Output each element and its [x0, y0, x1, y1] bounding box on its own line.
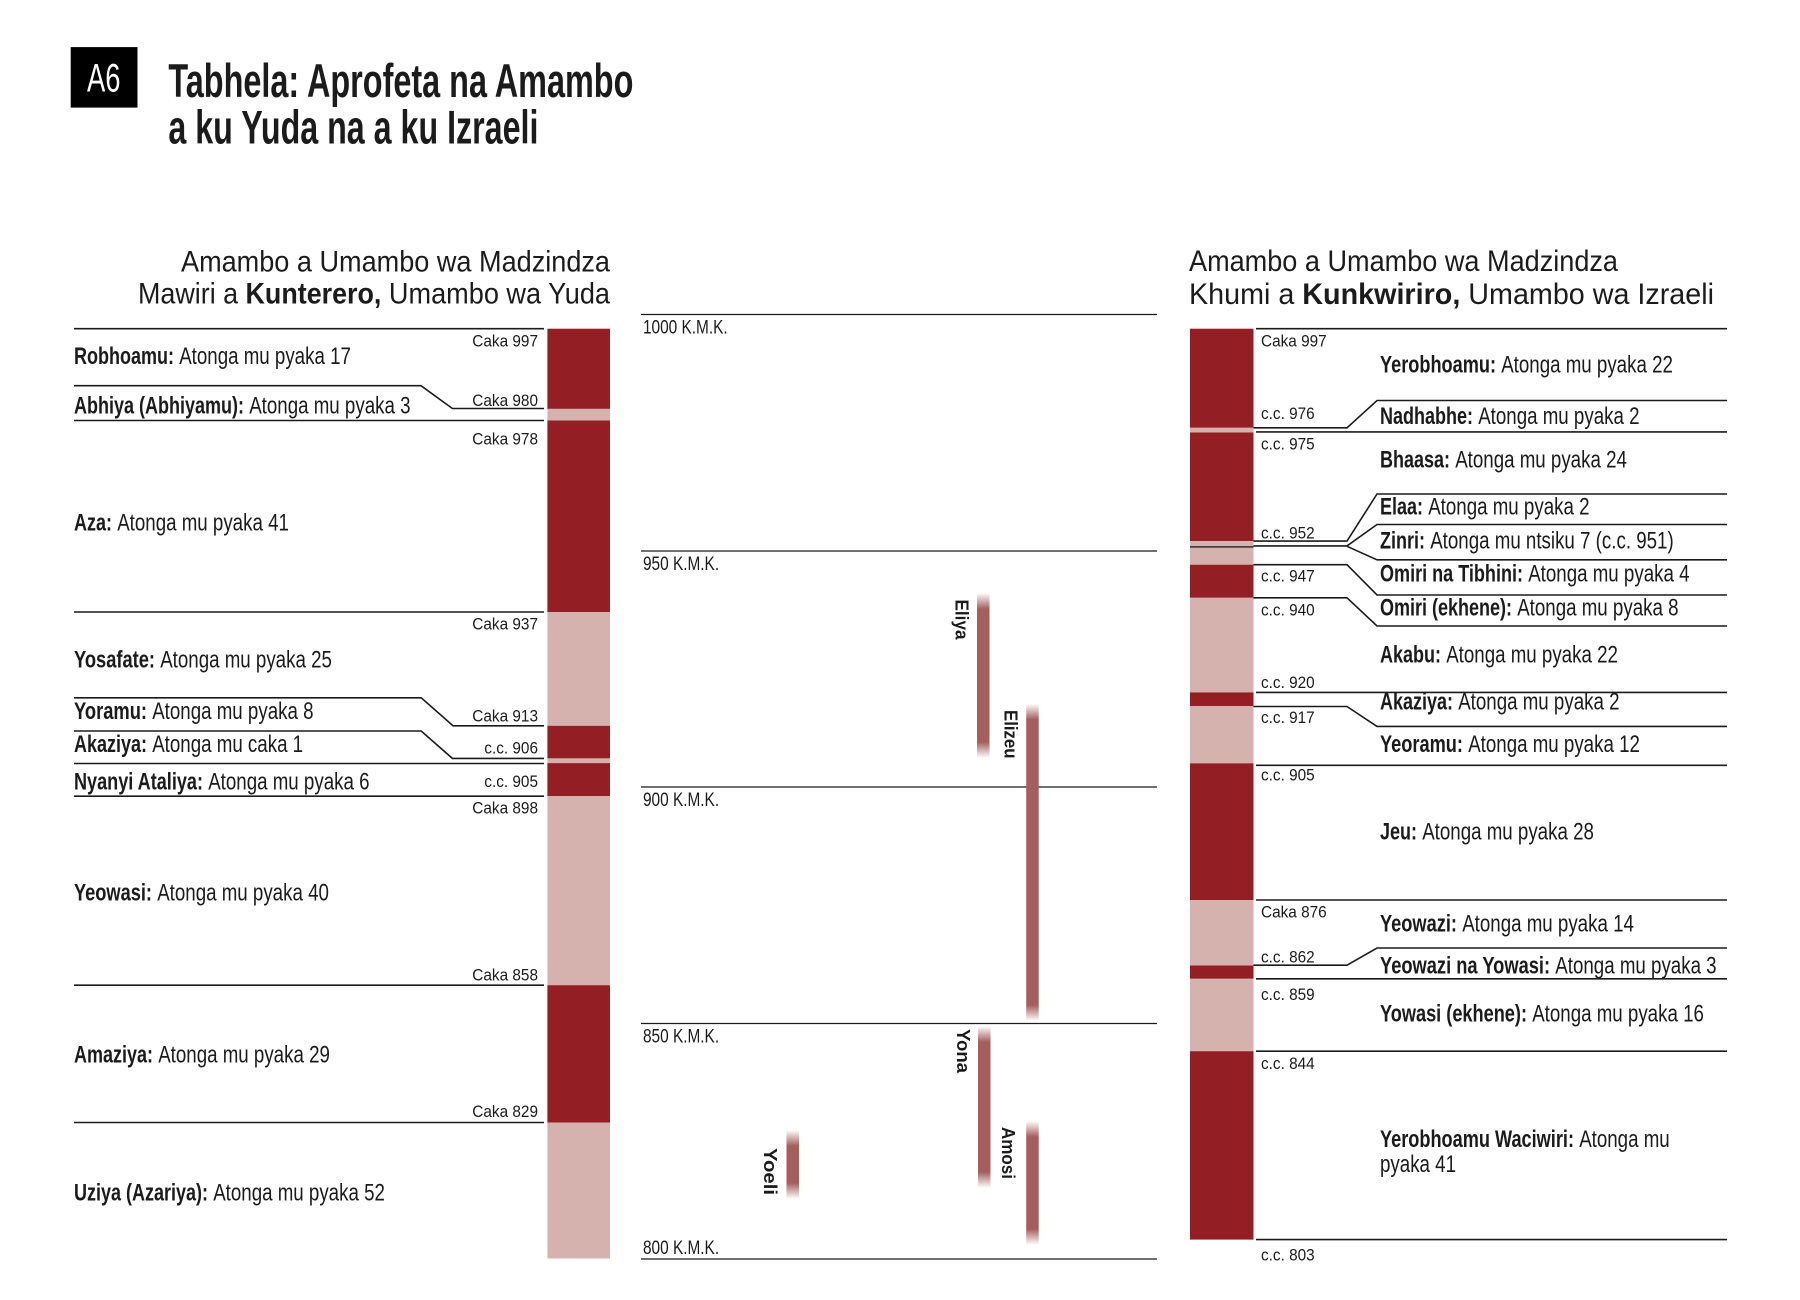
svg-text:Atonga mu pyaka 12: Atonga mu pyaka 12	[1468, 731, 1640, 758]
svg-text:Kunkwiriro,: Kunkwiriro,	[1302, 278, 1460, 311]
svg-text:Eliya: Eliya	[952, 600, 972, 641]
svg-text:Atonga mu pyaka 2: Atonga mu pyaka 2	[1428, 494, 1589, 521]
svg-text:c.c. 905: c.c. 905	[484, 773, 538, 791]
svg-text:Atonga mu pyaka 8: Atonga mu pyaka 8	[1517, 595, 1678, 622]
svg-text:950 K.M.K.: 950 K.M.K.	[643, 554, 719, 575]
svg-text:Abhiya (Abhiyamu):: Abhiya (Abhiyamu):	[74, 393, 244, 420]
svg-text:Elizeu: Elizeu	[1000, 710, 1020, 759]
svg-text:a ku Yuda na a ku Izraeli: a ku Yuda na a ku Izraeli	[168, 101, 538, 154]
svg-text:Nyanyi Ataliya:: Nyanyi Ataliya:	[74, 769, 203, 796]
svg-text:Akaziya:: Akaziya:	[1380, 689, 1453, 716]
svg-text:Yowasi (ekhene):: Yowasi (ekhene):	[1380, 1001, 1527, 1028]
svg-text:Caka 876: Caka 876	[1261, 904, 1327, 922]
svg-text:Atonga mu pyaka 22: Atonga mu pyaka 22	[1446, 642, 1618, 669]
svg-text:c.c. 975: c.c. 975	[1261, 436, 1315, 454]
svg-text:Atonga mu pyaka 29: Atonga mu pyaka 29	[158, 1042, 330, 1069]
svg-text:Umambo wa Yuda: Umambo wa Yuda	[389, 277, 610, 310]
svg-text:Atonga mu pyaka 2: Atonga mu pyaka 2	[1458, 689, 1619, 716]
svg-text:Atonga mu caka 1: Atonga mu caka 1	[152, 731, 303, 758]
svg-text:Yeowazi:: Yeowazi:	[1380, 911, 1457, 938]
svg-text:Amosi: Amosi	[998, 1127, 1018, 1179]
svg-text:900 K.M.K.: 900 K.M.K.	[643, 790, 719, 811]
svg-text:Atonga mu pyaka 4: Atonga mu pyaka 4	[1528, 561, 1689, 588]
svg-text:Omiri (ekhene):: Omiri (ekhene):	[1380, 595, 1512, 622]
svg-text:Caka 937: Caka 937	[472, 616, 538, 634]
svg-text:Caka 858: Caka 858	[472, 967, 538, 985]
svg-text:1000 K.M.K.: 1000 K.M.K.	[643, 318, 728, 339]
svg-text:Atonga mu pyaka 52: Atonga mu pyaka 52	[213, 1180, 385, 1207]
svg-text:Caka 980: Caka 980	[472, 392, 538, 410]
svg-text:c.c. 844: c.c. 844	[1261, 1055, 1315, 1073]
svg-text:Yerobhoamu Waciwiri:: Yerobhoamu Waciwiri:	[1380, 1126, 1574, 1153]
svg-text:Caka 997: Caka 997	[1261, 333, 1327, 351]
svg-text:Tabhela: Aprofeta na Amambo: Tabhela: Aprofeta na Amambo	[168, 54, 633, 107]
svg-text:Umambo wa Izraeli: Umambo wa Izraeli	[1468, 278, 1714, 311]
svg-text:c.c. 862: c.c. 862	[1261, 949, 1315, 967]
svg-text:Atonga mu pyaka 40: Atonga mu pyaka 40	[157, 880, 329, 907]
svg-text:Caka 829: Caka 829	[472, 1103, 538, 1121]
svg-text:A6: A6	[87, 57, 121, 101]
svg-text:Amambo a Umambo wa Madzindza: Amambo a Umambo wa Madzindza	[1189, 245, 1618, 278]
svg-text:Amaziya:: Amaziya:	[74, 1042, 153, 1069]
svg-text:c.c. 803: c.c. 803	[1261, 1247, 1315, 1265]
svg-text:850 K.M.K.: 850 K.M.K.	[643, 1027, 719, 1048]
svg-text:c.c. 920: c.c. 920	[1261, 674, 1315, 692]
svg-text:Yeowasi:: Yeowasi:	[74, 880, 152, 907]
svg-text:pyaka 41: pyaka 41	[1380, 1151, 1456, 1178]
svg-text:Caka 898: Caka 898	[472, 800, 538, 818]
svg-text:Atonga mu ntsiku 7 (c.c. 951): Atonga mu ntsiku 7 (c.c. 951)	[1430, 528, 1674, 555]
svg-text:c.c. 906: c.c. 906	[484, 739, 538, 757]
svg-text:Atonga mu pyaka 25: Atonga mu pyaka 25	[160, 647, 332, 674]
svg-text:c.c. 940: c.c. 940	[1261, 601, 1315, 619]
svg-text:Aza:: Aza:	[74, 510, 112, 537]
svg-text:Khumi a: Khumi a	[1189, 278, 1295, 311]
svg-text:Elaa:: Elaa:	[1380, 494, 1423, 521]
svg-text:Atonga mu pyaka 6: Atonga mu pyaka 6	[208, 769, 369, 796]
svg-text:Caka 997: Caka 997	[472, 333, 538, 351]
svg-text:Atonga mu pyaka 14: Atonga mu pyaka 14	[1462, 911, 1634, 938]
svg-text:800 K.M.K.: 800 K.M.K.	[643, 1238, 719, 1259]
svg-text:Mawiri a: Mawiri a	[138, 277, 238, 310]
svg-text:Atonga mu pyaka 8: Atonga mu pyaka 8	[152, 698, 313, 725]
svg-text:Caka 913: Caka 913	[472, 707, 538, 725]
svg-text:Nadhabhe:: Nadhabhe:	[1380, 403, 1473, 430]
svg-text:Caka 978: Caka 978	[472, 431, 538, 449]
svg-text:Robhoamu:: Robhoamu:	[74, 343, 174, 370]
svg-text:Bhaasa:: Bhaasa:	[1380, 447, 1450, 474]
svg-text:Atonga mu pyaka 28: Atonga mu pyaka 28	[1422, 819, 1594, 846]
svg-text:Zinri:: Zinri:	[1380, 528, 1425, 555]
svg-text:Atonga mu pyaka 22: Atonga mu pyaka 22	[1501, 352, 1673, 379]
svg-text:Jeu:: Jeu:	[1380, 819, 1417, 846]
svg-text:c.c. 947: c.c. 947	[1261, 567, 1315, 585]
svg-text:Atonga mu pyaka 2: Atonga mu pyaka 2	[1478, 403, 1639, 430]
svg-text:Atonga mu pyaka 3: Atonga mu pyaka 3	[249, 393, 410, 420]
svg-text:Yerobhoamu:: Yerobhoamu:	[1380, 352, 1496, 379]
svg-text:Atonga mu pyaka 3: Atonga mu pyaka 3	[1555, 953, 1716, 980]
svg-text:Amambo a Umambo wa Madzindza: Amambo a Umambo wa Madzindza	[181, 246, 610, 279]
svg-text:Atonga mu: Atonga mu	[1579, 1126, 1670, 1153]
svg-text:Atonga mu pyaka 17: Atonga mu pyaka 17	[179, 343, 351, 370]
svg-text:c.c. 859: c.c. 859	[1261, 986, 1315, 1004]
svg-text:Atonga mu pyaka 24: Atonga mu pyaka 24	[1455, 447, 1627, 474]
svg-text:Yosafate:: Yosafate:	[74, 647, 155, 674]
svg-text:c.c. 905: c.c. 905	[1261, 767, 1315, 785]
svg-text:Akaziya:: Akaziya:	[74, 731, 147, 758]
svg-text:c.c. 952: c.c. 952	[1261, 525, 1315, 543]
svg-text:Atonga mu pyaka 41: Atonga mu pyaka 41	[117, 510, 289, 537]
svg-text:Kunterero,: Kunterero,	[246, 277, 382, 310]
svg-text:Uziya (Azariya):: Uziya (Azariya):	[74, 1180, 208, 1207]
svg-text:Akabu:: Akabu:	[1380, 642, 1441, 669]
svg-text:Yoramu:: Yoramu:	[74, 698, 147, 725]
svg-text:c.c. 917: c.c. 917	[1261, 709, 1315, 727]
svg-text:Omiri na Tibhini:: Omiri na Tibhini:	[1380, 561, 1523, 588]
svg-text:Yoeli: Yoeli	[760, 1148, 780, 1195]
svg-text:Yona: Yona	[953, 1029, 973, 1074]
svg-text:c.c. 976: c.c. 976	[1261, 405, 1315, 423]
svg-text:Atonga mu pyaka 16: Atonga mu pyaka 16	[1532, 1001, 1704, 1028]
svg-text:Yeoramu:: Yeoramu:	[1380, 731, 1463, 758]
svg-text:Yeowazi na Yowasi:: Yeowazi na Yowasi:	[1380, 953, 1550, 980]
